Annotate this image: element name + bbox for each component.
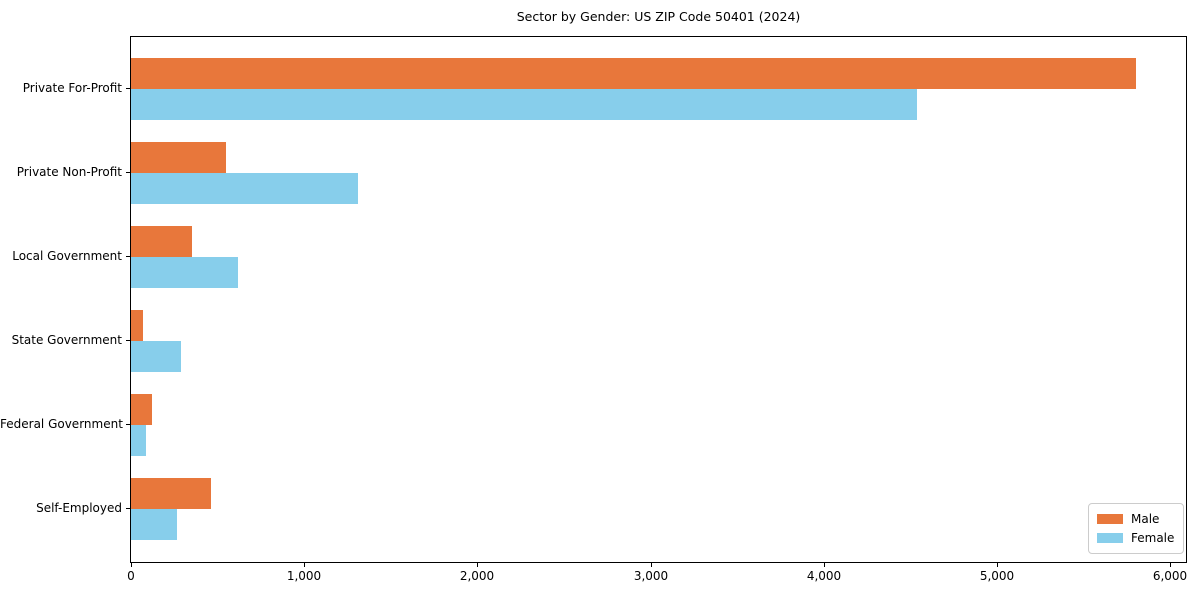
legend-swatch-male-icon xyxy=(1097,513,1123,524)
y-axis-label-private-non-profit: Private Non-Profit xyxy=(16,165,122,179)
x-axis-tick-label: 5,000 xyxy=(979,569,1015,583)
bar-female-self-employed xyxy=(131,509,177,540)
y-axis-label-state-government: State Government xyxy=(11,333,122,347)
x-axis-tick xyxy=(131,563,132,567)
bar-male-self-employed xyxy=(131,478,211,509)
y-axis-label-federal-government: Federal Government xyxy=(0,417,123,431)
bar-female-local-government xyxy=(131,257,238,288)
y-axis-label-private-for-profit: Private For-Profit xyxy=(22,81,122,95)
y-axis-tick xyxy=(126,172,130,173)
chart-title: Sector by Gender: US ZIP Code 50401 (202… xyxy=(516,9,801,24)
x-axis-tick xyxy=(304,563,305,567)
legend-item-female: Female xyxy=(1097,531,1175,545)
y-axis-tick xyxy=(126,88,130,89)
y-axis-tick xyxy=(126,508,130,509)
legend: Male Female xyxy=(1088,503,1184,554)
x-axis-tick xyxy=(824,563,825,567)
x-axis-tick-label: 4,000 xyxy=(806,569,842,583)
legend-item-male: Male xyxy=(1097,512,1175,526)
x-axis-tick-label: 2,000 xyxy=(459,569,495,583)
plot-area xyxy=(130,36,1187,563)
bar-male-federal-government xyxy=(131,394,152,425)
x-axis-tick-label: 6,000 xyxy=(1152,569,1188,583)
bar-female-state-government xyxy=(131,341,181,372)
bar-male-local-government xyxy=(131,226,192,257)
y-axis-tick xyxy=(126,424,130,425)
x-axis-tick-label: 1,000 xyxy=(286,569,322,583)
bar-female-private-non-profit xyxy=(131,173,358,204)
bar-male-state-government xyxy=(131,310,143,341)
bar-male-private-non-profit xyxy=(131,142,226,173)
x-axis-tick-label: 0 xyxy=(127,569,135,583)
bar-female-federal-government xyxy=(131,425,146,456)
y-axis-label-local-government: Local Government xyxy=(12,249,122,263)
y-axis-tick xyxy=(126,256,130,257)
y-axis-label-self-employed: Self-Employed xyxy=(36,501,122,515)
legend-swatch-female-icon xyxy=(1097,533,1123,544)
x-axis-tick xyxy=(651,563,652,567)
x-axis-tick-label: 3,000 xyxy=(633,569,669,583)
x-axis-tick xyxy=(1170,563,1171,567)
y-axis-tick xyxy=(126,340,130,341)
legend-label-male: Male xyxy=(1131,511,1160,526)
bar-female-private-for-profit xyxy=(131,89,917,120)
bar-male-private-for-profit xyxy=(131,58,1136,89)
x-axis-tick xyxy=(477,563,478,567)
x-axis-tick xyxy=(997,563,998,567)
legend-label-female: Female xyxy=(1131,531,1175,546)
